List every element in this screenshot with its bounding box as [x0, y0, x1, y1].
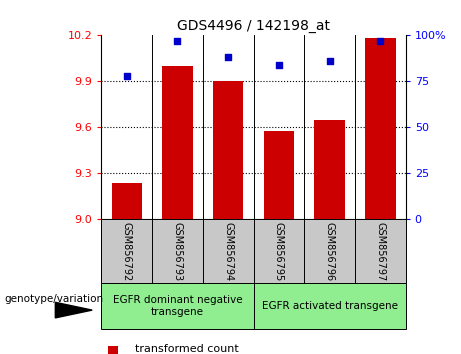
Bar	[107, 346, 118, 354]
Bar	[314, 120, 345, 219]
Text: GSM856797: GSM856797	[375, 222, 385, 281]
FancyBboxPatch shape	[101, 283, 254, 329]
Point	[174, 38, 181, 44]
Point	[225, 55, 232, 60]
Point	[377, 38, 384, 44]
Text: genotype/variation: genotype/variation	[5, 294, 104, 304]
Bar	[264, 131, 294, 219]
Text: GSM856796: GSM856796	[325, 222, 335, 281]
Text: GSM856792: GSM856792	[122, 222, 132, 281]
Polygon shape	[55, 302, 92, 318]
Point	[123, 73, 130, 79]
FancyBboxPatch shape	[101, 219, 406, 283]
FancyBboxPatch shape	[254, 283, 406, 329]
Point	[275, 62, 283, 68]
Text: EGFR activated transgene: EGFR activated transgene	[261, 301, 398, 311]
Text: GSM856793: GSM856793	[172, 222, 183, 281]
Bar	[213, 81, 243, 219]
Title: GDS4496 / 142198_at: GDS4496 / 142198_at	[177, 19, 330, 33]
Text: GSM856795: GSM856795	[274, 222, 284, 281]
Bar	[365, 39, 396, 219]
Text: GSM856794: GSM856794	[223, 222, 233, 281]
Text: transformed count: transformed count	[135, 344, 239, 354]
Point	[326, 58, 333, 64]
Bar	[112, 183, 142, 219]
Text: EGFR dominant negative
transgene: EGFR dominant negative transgene	[112, 295, 242, 317]
Bar	[162, 66, 193, 219]
